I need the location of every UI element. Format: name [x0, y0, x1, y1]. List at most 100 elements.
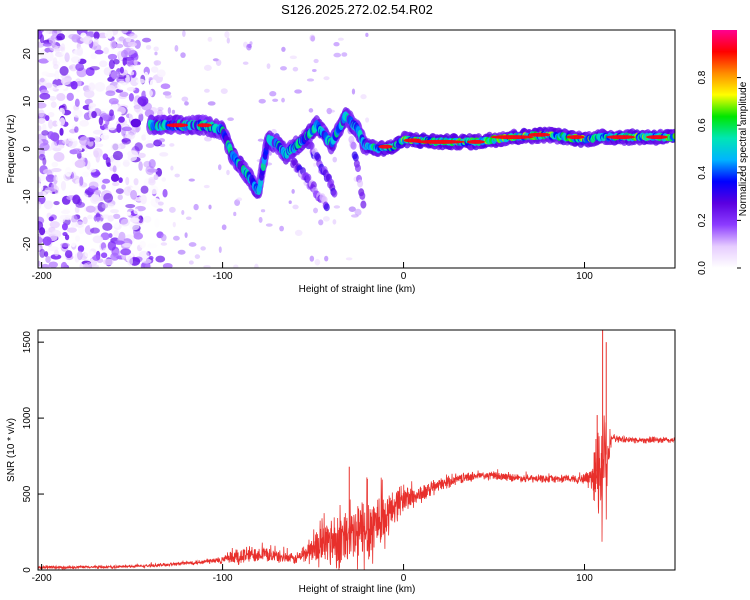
- noise-blob: [90, 53, 97, 60]
- noise-blob: [203, 184, 210, 189]
- y-tick-label: 1500: [22, 331, 33, 354]
- noise-blob: [38, 117, 46, 124]
- noise-blob: [95, 219, 103, 229]
- spectrogram-y-ticks: 20 10 0 -10 -20: [22, 48, 44, 251]
- noise-blob: [204, 136, 212, 142]
- noise-blob: [118, 177, 123, 184]
- noise-blob: [266, 63, 271, 69]
- noise-blob: [324, 255, 329, 262]
- noise-blob: [172, 221, 176, 228]
- branch-blob: [354, 164, 361, 173]
- noise-blob: [107, 215, 115, 222]
- x-tick-label: 0: [401, 573, 407, 584]
- ridge-hotspot: [490, 135, 534, 140]
- noise-blob: [107, 148, 113, 155]
- noise-blob: [322, 216, 330, 222]
- noise-blob: [280, 66, 287, 71]
- noise-blob: [130, 189, 138, 200]
- noise-blob: [110, 252, 120, 261]
- noise-blob: [101, 114, 110, 121]
- noise-blob: [129, 217, 140, 223]
- snr-y-ticks: 0 500 1000 1500: [22, 331, 44, 573]
- y-tick-label: 500: [22, 485, 33, 502]
- noise-blob: [258, 216, 263, 223]
- noise-blob: [119, 66, 124, 74]
- branch-blob: [305, 173, 312, 182]
- noise-blob: [38, 109, 45, 118]
- noise-blob: [348, 206, 356, 212]
- noise-blob: [98, 116, 104, 126]
- ridge-hotspot: [466, 139, 485, 144]
- branch-blob: [359, 191, 366, 200]
- noise-blob: [156, 69, 166, 78]
- noise-blob: [38, 41, 45, 48]
- noise-blob: [89, 220, 94, 229]
- ridge-hotspot: [528, 132, 551, 137]
- branch-blob: [331, 189, 338, 198]
- ridge-hotspot: [566, 135, 585, 140]
- noise-blob: [104, 30, 114, 39]
- noise-blob: [41, 71, 50, 76]
- noise-blob: [103, 47, 109, 55]
- noise-blob: [120, 248, 132, 256]
- noise-blob: [110, 173, 120, 182]
- y-tick-label: 0: [22, 146, 33, 152]
- noise-blob: [269, 91, 277, 97]
- noise-blob: [154, 51, 158, 56]
- noise-blob: [215, 59, 222, 66]
- noise-blob: [94, 81, 106, 92]
- noise-blob: [129, 71, 135, 76]
- snr-x-label: Height of straight line (km): [299, 584, 416, 595]
- noise-blob: [109, 109, 114, 117]
- noise-blob: [171, 109, 176, 115]
- noise-blob: [88, 181, 99, 189]
- x-tick-label: 100: [576, 271, 593, 282]
- noise-blob: [106, 203, 115, 209]
- branch-blob: [323, 203, 330, 212]
- noise-blob: [39, 77, 45, 83]
- noise-blob: [126, 86, 136, 92]
- noise-blob: [129, 111, 134, 122]
- noise-blob: [169, 206, 176, 213]
- noise-blob: [72, 194, 81, 205]
- noise-blob: [153, 46, 159, 52]
- noise-blob: [93, 31, 100, 40]
- noise-blob: [81, 152, 93, 158]
- noise-blob: [134, 142, 143, 152]
- noise-blob: [233, 211, 237, 217]
- y-tick-label: 1000: [22, 407, 33, 430]
- noise-blob: [337, 37, 344, 41]
- noise-blob: [249, 41, 253, 46]
- noise-blob: [309, 255, 315, 262]
- x-tick-label: -200: [32, 573, 52, 584]
- noise-blob: [58, 107, 66, 116]
- noise-blob: [66, 92, 74, 101]
- noise-blob: [107, 123, 117, 131]
- noise-blob: [218, 246, 222, 254]
- noise-blob: [59, 214, 66, 223]
- noise-blob: [89, 103, 97, 108]
- noise-blob: [56, 33, 65, 41]
- noise-blob: [153, 139, 162, 146]
- noise-blob: [145, 89, 153, 98]
- noise-blob: [110, 142, 121, 153]
- noise-blob: [59, 127, 64, 136]
- noise-blob: [47, 131, 55, 140]
- noise-blob: [125, 204, 136, 209]
- noise-blob: [54, 185, 60, 195]
- noise-blob: [185, 216, 192, 220]
- noise-blob: [38, 201, 42, 210]
- noise-blob: [133, 103, 141, 113]
- noise-blob: [101, 184, 106, 190]
- noise-blob: [226, 37, 230, 44]
- noise-blob: [351, 88, 356, 95]
- noise-blob: [333, 205, 341, 209]
- noise-blob: [184, 232, 188, 238]
- noise-blob: [38, 153, 46, 161]
- noise-blob: [158, 138, 166, 143]
- noise-blob: [310, 35, 315, 42]
- noise-blob: [128, 92, 134, 102]
- noise-blob: [38, 221, 44, 231]
- noise-blob: [74, 126, 79, 133]
